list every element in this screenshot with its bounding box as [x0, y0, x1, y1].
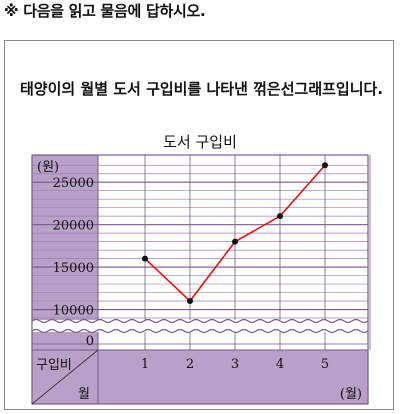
question-text: 태양이의 월별 도서 구입비를 나타낸 꺾은선그래프입니다.: [20, 80, 384, 98]
x-tick-label: 1: [141, 357, 149, 372]
axis-break-wave: [31, 328, 369, 334]
question-box: [4, 40, 394, 410]
axis-break-wave: [31, 318, 369, 324]
y-tick-label: 25000: [53, 176, 94, 191]
x-unit-label: (월): [340, 387, 362, 402]
y-tick-label: 20000: [53, 219, 94, 234]
y-unit-label: (원): [37, 160, 59, 175]
x-axis-panel: [32, 350, 368, 404]
chart-title: 도서 구입비: [163, 133, 237, 151]
chart-frame: [31, 154, 369, 405]
row-header-top: 구입비: [36, 358, 72, 373]
y-tick-label: 15000: [53, 261, 94, 276]
instruction-text: ※ 다음을 읽고 물음에 답하시오.: [4, 2, 206, 20]
plot-area: [98, 155, 368, 350]
data-point: [142, 255, 148, 262]
x-tick-label: 2: [186, 357, 194, 372]
y-tick-label: 10000: [53, 304, 94, 319]
row-header-bottom: 월: [78, 387, 90, 402]
x-tick-label: 3: [231, 357, 239, 372]
y-tick-label-zero: 0: [86, 334, 94, 349]
data-point: [277, 213, 283, 220]
x-tick-label: 4: [276, 357, 284, 372]
data-point: [187, 298, 193, 305]
data-point: [322, 162, 328, 169]
data-point: [232, 238, 238, 245]
x-tick-label: 5: [321, 357, 329, 372]
row-header-diagonal: [31, 349, 99, 405]
y-axis-panel: [32, 155, 98, 350]
